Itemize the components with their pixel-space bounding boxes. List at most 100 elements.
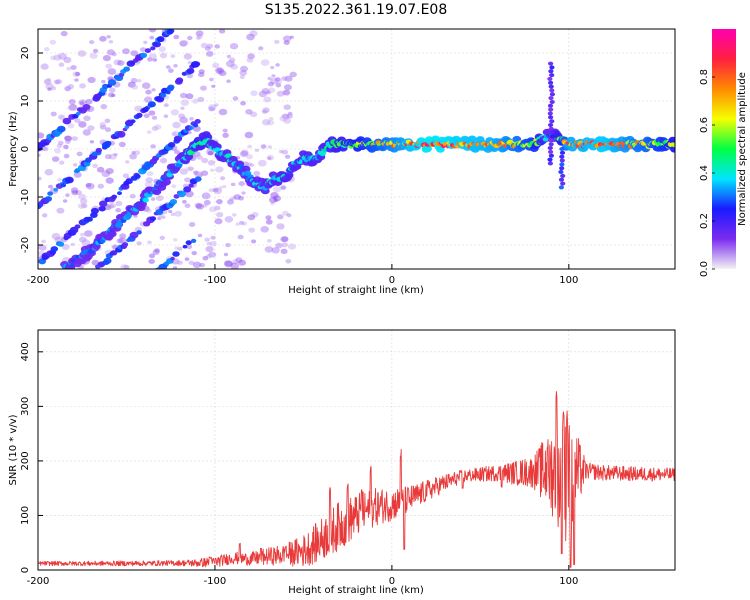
spectrogram-band-cell	[150, 46, 156, 51]
spectrogram-noise-cell	[125, 160, 130, 164]
snr-panel: -200 -100 0 100 0 100 200 300 400 Height of str…	[8, 329, 676, 596]
spectrogram-noise-cell	[287, 111, 293, 116]
spectrogram-noise-cell	[58, 114, 65, 120]
spectrogram-band-cell	[86, 216, 93, 222]
spectrogram-band-cell	[175, 77, 184, 84]
spectrogram-noise-cell	[216, 199, 223, 205]
spectrogram-noise-cell	[66, 66, 72, 71]
spectrogram-noise-cell	[101, 79, 106, 84]
spectrogram-noise-cell	[210, 241, 217, 247]
spectrogram-band-cell	[53, 188, 58, 192]
spectrogram-noise-cell	[131, 151, 136, 155]
spectrogram-noise-cell	[238, 259, 247, 266]
spectrogram-noise-cell	[285, 154, 291, 159]
spectrogram-band-cell	[140, 52, 148, 58]
spectrogram-noise-cell	[263, 96, 272, 103]
spectrogram-noise-cell	[179, 116, 188, 124]
spectrogram-noise-cell	[102, 55, 111, 62]
spectrogram-noise-cell	[235, 222, 240, 226]
spectrogram-noise-cell	[185, 93, 194, 100]
spectrogram-spike-cell	[549, 65, 555, 70]
spectrogram-noise-cell	[89, 140, 95, 144]
spectrogram-noise-cell	[267, 239, 272, 243]
spectrogram-spike-cell	[548, 115, 554, 120]
spectrogram-noise-cell	[149, 29, 157, 33]
spectrogram-noise-cell	[78, 99, 87, 106]
spectrogram-band-cell	[95, 147, 103, 153]
spectrogram-band-cell	[75, 111, 81, 116]
spectrogram-noise-cell	[224, 261, 229, 265]
spectrogram-noise-cell	[179, 92, 188, 99]
spectrogram-noise-cell	[281, 76, 288, 81]
spectrogram-noise-cell	[281, 113, 290, 120]
spectrogram-noise-cell	[208, 188, 214, 193]
spectrogram-noise-cell	[206, 50, 214, 57]
spectrogram-noise-cell	[262, 107, 270, 113]
spectrogram-noise-cell	[274, 78, 282, 85]
spectrogram-noise-cell	[174, 246, 179, 250]
spectrogram-noise-cell	[82, 129, 91, 136]
spectrogram-band-cell	[130, 119, 136, 124]
spectrogram-noise-cell	[77, 203, 86, 209]
spectrogram-noise-cell	[133, 150, 141, 156]
spectrogram-noise-cell	[197, 233, 203, 238]
spectrogram-band-cell	[125, 178, 133, 185]
spectrogram-trace-halo	[423, 145, 432, 153]
spectrogram-spike-cell	[547, 157, 553, 162]
spectrogram-trace-halo	[467, 135, 477, 143]
spectrogram-noise-cell	[115, 208, 122, 213]
spectrogram-noise-cell	[89, 40, 95, 45]
spectrogram-band-cell	[173, 135, 183, 142]
spectrogram-noise-cell	[240, 149, 249, 156]
spectrogram-noise-cell	[45, 83, 54, 90]
spectrogram-spike-cell	[548, 126, 554, 131]
spectrogram-noise-cell	[77, 50, 87, 57]
spectrogram-noise-cell	[241, 191, 246, 195]
spectrogram-noise-cell	[230, 262, 240, 269]
spectrogram-band-cell	[87, 270, 95, 276]
spectrogram-noise-cell	[67, 105, 75, 111]
spectrogram-y-ticks: -20 -10 0 10 20	[20, 47, 43, 253]
spectrogram-noise-cell	[269, 196, 277, 204]
spectrogram-noise-cell	[268, 87, 276, 93]
spectrogram-noise-cell	[130, 50, 139, 57]
spectrogram-noise-cell	[122, 173, 129, 179]
spectrogram-noise-cell	[270, 192, 279, 199]
spectrogram-noise-cell	[170, 54, 176, 58]
spectrogram-noise-cell	[72, 71, 80, 77]
spectrogram-noise-cell	[183, 53, 192, 60]
spectrogram-noise-cell	[101, 170, 111, 178]
spectrogram-noise-cell	[265, 219, 273, 225]
spectrogram-band-cell	[188, 126, 194, 130]
spectrogram-spike-cell	[547, 111, 553, 116]
spectrogram-noise-cell	[127, 81, 136, 88]
spectrogram-noise-cell	[64, 135, 73, 142]
spectrogram-noise-cell	[137, 78, 142, 83]
spectrogram-spike-cell	[559, 154, 565, 159]
spectrogram-band-cell	[144, 48, 151, 53]
spectrogram-noise-cell	[108, 92, 115, 98]
spectrogram-y-tick-label: 10	[20, 95, 31, 108]
spectrogram-noise-cell	[283, 84, 292, 91]
spectrogram-trace-halo	[162, 178, 171, 186]
spectrogram-band-cell	[160, 92, 167, 98]
spectrogram-noise-cell	[179, 168, 188, 175]
spectrogram-noise-cell	[154, 124, 162, 130]
spectrogram-band-cell	[116, 130, 126, 138]
spectrogram-noise-cell	[60, 30, 68, 37]
spectrogram-noise-cell	[118, 141, 126, 148]
spectrogram-noise-cell	[79, 236, 87, 243]
spectrogram-noise-cell	[145, 208, 152, 213]
spectrogram-noise-cell	[147, 57, 153, 62]
spectrogram-noise-cell	[208, 251, 217, 258]
spectrogram-band-cell	[50, 246, 59, 252]
spectrogram-noise-cell	[187, 166, 194, 172]
spectrogram-noise-cell	[215, 166, 224, 173]
spectrogram-spike-cell	[559, 147, 565, 151]
spectrogram-noise-cell	[54, 148, 61, 154]
snr-y-tick-label: 100	[20, 506, 31, 525]
spectrogram-noise-cell	[179, 40, 188, 47]
spectrogram-noise-cell	[155, 195, 164, 202]
spectrogram-noise-cell	[122, 48, 130, 55]
spectrogram-noise-cell	[189, 117, 194, 121]
